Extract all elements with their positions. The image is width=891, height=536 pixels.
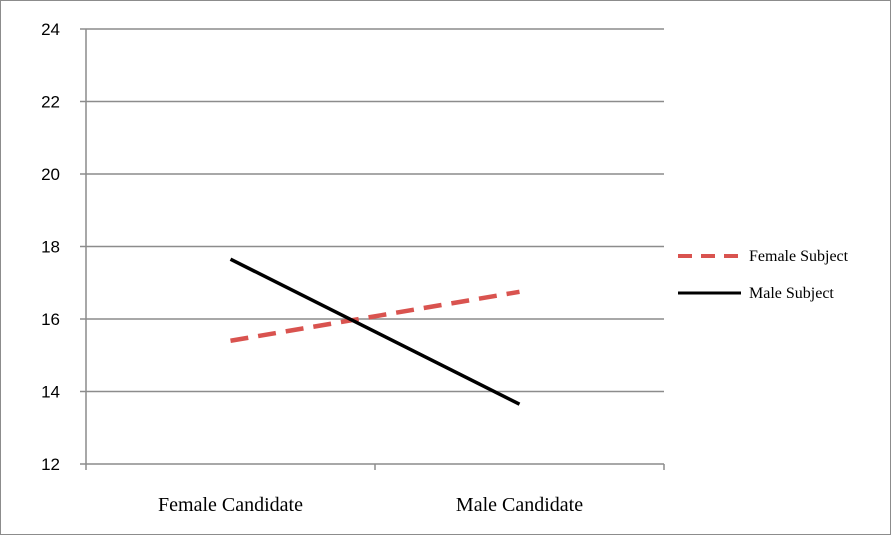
y-tick-label: 14	[41, 383, 60, 402]
legend-label: Female Subject	[749, 248, 849, 265]
y-tick-label: 20	[41, 165, 60, 184]
gridlines	[86, 28, 664, 393]
series-line	[230, 289, 520, 343]
y-tick-label: 18	[41, 238, 60, 257]
x-tick-label: Female Candidate	[158, 494, 303, 516]
y-tick-label: 24	[41, 20, 60, 39]
y-tick-label: 12	[41, 455, 60, 474]
legend-label: Male Subject	[749, 285, 834, 302]
y-tick-label: 22	[41, 93, 60, 112]
x-tick-label: Male Candidate	[456, 494, 583, 516]
y-tick-label: 16	[41, 310, 60, 329]
legend: Female Subject Male Subject	[678, 248, 849, 302]
series-line	[229, 257, 521, 406]
series-lines	[229, 257, 521, 406]
axes: 12 14 16 18 20 22 24 Female Candidate Male Candi…	[41, 20, 665, 516]
